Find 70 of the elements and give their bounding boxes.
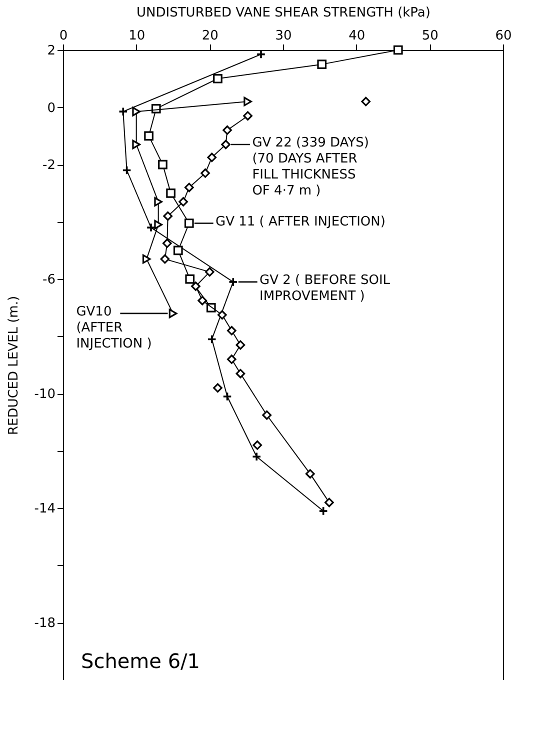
point (252, 452, 262, 462)
point (146, 222, 156, 232)
point (361, 96, 371, 106)
x-tick-label: 50 (422, 28, 438, 44)
point (207, 152, 217, 162)
point (204, 267, 214, 277)
point (262, 410, 272, 420)
y-tick-label: -14 (34, 502, 56, 517)
point (226, 354, 236, 364)
point (213, 74, 222, 84)
y-tick-label: -2 (42, 158, 56, 174)
point (213, 383, 222, 393)
point (178, 197, 188, 206)
point (191, 282, 200, 291)
point (393, 45, 403, 55)
point (122, 166, 132, 176)
point (154, 220, 162, 230)
point (160, 254, 170, 264)
point (200, 168, 210, 178)
point (198, 296, 208, 306)
x-tick-label: 20 (202, 28, 218, 44)
point (207, 334, 217, 344)
point (221, 140, 230, 150)
point (162, 238, 172, 248)
x-tick-label: 40 (348, 28, 366, 44)
annotation: GV 2 ( BEFORE SOIL IMPROVEMENT ) (260, 272, 391, 304)
point (144, 131, 154, 141)
point (222, 392, 232, 402)
x-tick-label: 60 (495, 28, 512, 44)
point (236, 368, 246, 378)
point (222, 126, 232, 135)
annotation: Scheme 6/1 (81, 649, 200, 673)
point (118, 106, 128, 116)
y-tick-label: -10 (34, 387, 56, 402)
y-tick-label: 0 (47, 100, 56, 116)
point (185, 274, 195, 284)
y-tick-label: 2 (47, 44, 56, 58)
point (142, 254, 151, 264)
point (244, 96, 252, 106)
y-tick-label: -6 (42, 272, 56, 288)
point (163, 211, 173, 221)
point (236, 340, 246, 350)
point (256, 50, 266, 60)
point (184, 218, 194, 228)
x-tick-label: 30 (275, 28, 292, 44)
point (243, 111, 252, 121)
point (317, 60, 327, 69)
annotation: GV 11 ( AFTER INJECTION) (216, 214, 386, 230)
point (184, 182, 194, 192)
point (318, 506, 328, 516)
x-tick-label: 10 (128, 28, 146, 44)
point (158, 160, 168, 170)
point (252, 440, 262, 450)
point (132, 106, 140, 116)
point (228, 277, 238, 287)
point (132, 140, 140, 150)
point (324, 498, 334, 508)
annotation: GV 22 (339 DAYS) (70 DAYS AFTER FILL THICKNESS OF 4·7 m ) (252, 136, 369, 198)
x-tick-label: 0 (59, 28, 68, 44)
annotation: GV10 (AFTER INJECTION ) (76, 304, 152, 352)
point (173, 246, 183, 256)
x-axis-title: UNDISTURBED VANE SHEAR STRENGTH (kPa) (136, 6, 430, 20)
y-axis-title: REDUCED LEVEL (m.) (6, 296, 22, 436)
point (226, 326, 236, 336)
point (166, 188, 176, 198)
point (168, 308, 178, 318)
point (305, 469, 315, 478)
y-tick-label: -18 (34, 616, 56, 632)
point (154, 197, 162, 206)
point (217, 310, 227, 320)
